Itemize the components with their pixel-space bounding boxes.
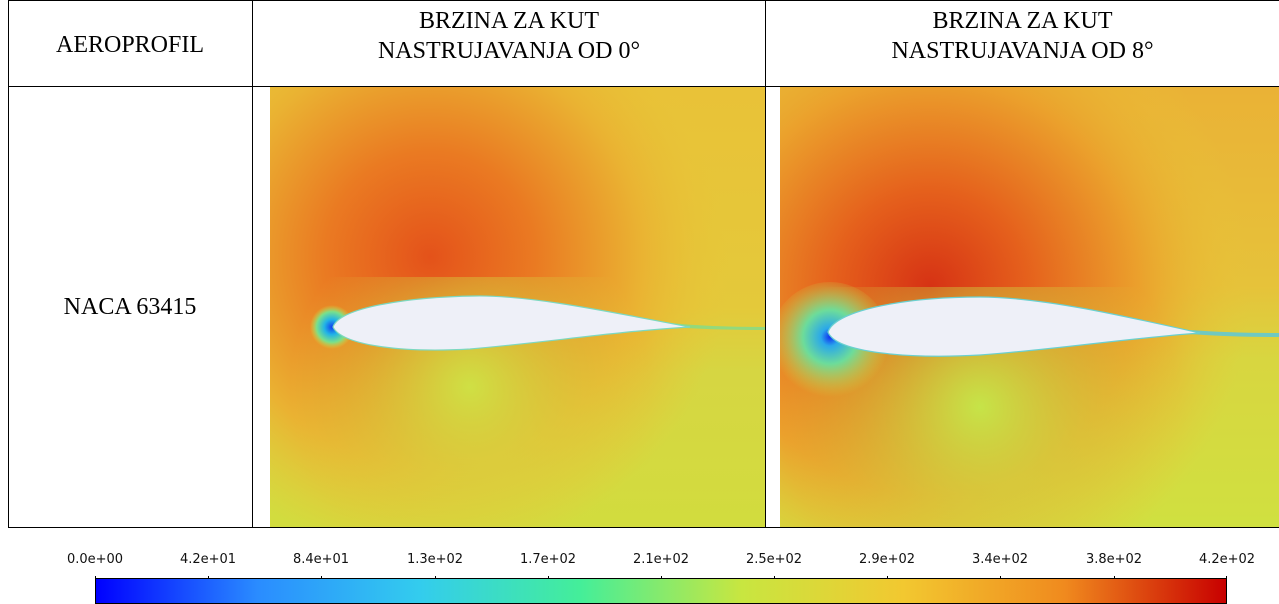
colorbar-label: 2.5e+02 <box>745 552 803 567</box>
colorbar-label: 4.2e+02 <box>1198 552 1256 567</box>
airfoil-shape <box>827 296 1201 357</box>
colorbar-gradient <box>95 578 1227 604</box>
airfoil-shape <box>332 295 691 351</box>
colorbar-label: 1.3e+02 <box>406 552 464 567</box>
colorbar-label: 4.2e+01 <box>179 552 237 567</box>
velocity-field-0deg <box>270 87 765 527</box>
airfoil-name: NACA 63415 <box>63 294 197 320</box>
header-velocity-8deg-line2: NASTRUJAVANJA OD 8° <box>891 38 1154 64</box>
colorbar-label: 0.0e+00 <box>66 552 124 567</box>
colorbar-label: 8.4e+01 <box>292 552 350 567</box>
colorbar-label: 1.7e+02 <box>519 552 577 567</box>
table-top-border <box>8 0 1279 1</box>
header-aeroprofil-text: AEROPROFIL <box>55 32 205 58</box>
colorbar-label: 2.9e+02 <box>858 552 916 567</box>
header-velocity-0deg-line1: BRZINA ZA KUT <box>419 8 599 34</box>
colorbar-label: 2.1e+02 <box>632 552 690 567</box>
col-divider-1 <box>252 0 253 528</box>
header-aeroprofil: AEROPROFIL <box>8 18 252 60</box>
colorbar-label: 3.4e+02 <box>971 552 1029 567</box>
velocity-field-8deg <box>780 87 1279 527</box>
wake <box>1190 330 1279 337</box>
table-bottom-border <box>8 527 1279 528</box>
colorbar-label: 3.8e+02 <box>1085 552 1143 567</box>
header-velocity-8deg-line1: BRZINA ZA KUT <box>932 8 1113 34</box>
header-velocity-0deg-line2: NASTRUJAVANJA OD 0° <box>377 38 641 64</box>
colorbar-labels: 0.0e+00 4.2e+01 8.4e+01 1.3e+02 1.7e+02 … <box>0 552 1279 572</box>
header-velocity-0deg: BRZINA ZA KUT NASTRUJAVANJA OD 0° <box>253 6 765 66</box>
table-left-border <box>8 0 9 528</box>
stagnation-point <box>310 305 354 349</box>
header-velocity-8deg: BRZINA ZA KUT NASTRUJAVANJA OD 8° <box>766 6 1279 66</box>
results-table: AEROPROFIL BRZINA ZA KUT NASTRUJAVANJA O… <box>8 0 1279 528</box>
wake <box>670 323 765 330</box>
col-divider-2 <box>765 0 766 528</box>
header-row-border <box>8 86 1279 87</box>
